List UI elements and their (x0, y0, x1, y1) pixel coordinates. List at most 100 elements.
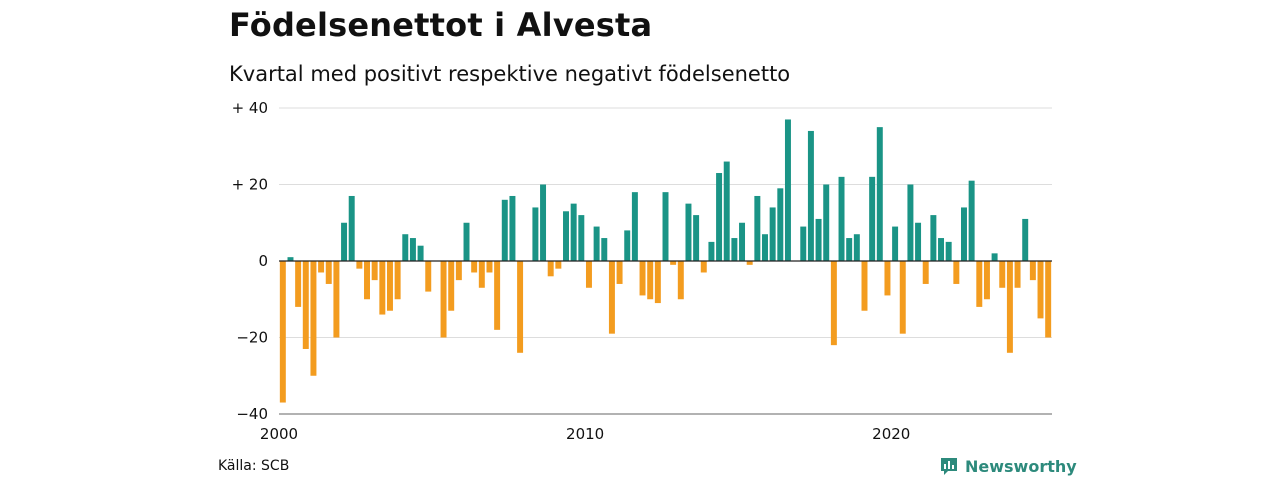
bar (884, 261, 891, 296)
bar (731, 238, 738, 261)
bar (448, 261, 455, 311)
bar (807, 130, 814, 261)
bar (769, 207, 776, 261)
bar (478, 261, 485, 288)
bar (555, 261, 562, 269)
bar (991, 253, 998, 261)
bar (585, 261, 592, 288)
bar (999, 261, 1006, 288)
bar (830, 261, 837, 346)
bar (341, 222, 348, 261)
bar (494, 261, 501, 330)
bar (295, 261, 302, 307)
brand-name: Newsworthy (965, 456, 1077, 476)
bar (463, 222, 470, 261)
bar (915, 222, 922, 261)
bar (1029, 261, 1036, 281)
bar (425, 261, 432, 292)
bar (540, 184, 547, 261)
bar (1022, 218, 1029, 261)
bar (693, 215, 700, 261)
y-tick-label: 0 (258, 252, 268, 270)
bar (723, 161, 730, 261)
x-axis-labels: 2000 2010 2020 (260, 425, 910, 443)
bar (945, 241, 952, 262)
y-tick-label: −40 (236, 405, 268, 423)
bar (547, 261, 554, 277)
bar (976, 261, 983, 307)
chart-subtitle: Kvartal med positivt respektive negativt… (229, 62, 791, 86)
bar (815, 218, 822, 261)
bar (1014, 261, 1021, 288)
bar (662, 192, 669, 261)
bar (647, 261, 654, 300)
bar (861, 261, 868, 311)
bar (287, 257, 294, 261)
y-tick-label: −20 (236, 329, 268, 347)
bar (1045, 261, 1052, 338)
bar (853, 234, 860, 261)
bar (876, 127, 883, 262)
bar (348, 195, 355, 261)
bar (869, 176, 876, 261)
bar (333, 261, 340, 338)
chart-title: Födelsenettot i Alvesta (229, 6, 653, 44)
bar-chart-speech-bubble-icon (941, 458, 957, 475)
bar (371, 261, 378, 281)
bar (455, 261, 462, 281)
bar (356, 261, 363, 269)
x-tick-label: 2000 (260, 425, 298, 443)
bar (608, 261, 615, 334)
bars (279, 119, 1052, 403)
bar (639, 261, 646, 296)
bar (302, 261, 309, 349)
bar (823, 184, 830, 261)
bar (777, 188, 784, 261)
bar (922, 261, 929, 284)
bar (762, 234, 768, 261)
bar (578, 215, 585, 261)
bar (784, 119, 791, 261)
bar (386, 261, 393, 311)
bar (501, 199, 508, 261)
bar (700, 261, 707, 273)
bar (1006, 261, 1013, 353)
bar (930, 215, 937, 261)
bar (1037, 261, 1044, 319)
bar (624, 230, 631, 261)
bar (716, 173, 723, 261)
bar (968, 180, 975, 261)
bar (440, 261, 447, 338)
y-tick-label: + 40 (232, 99, 268, 117)
bar (654, 261, 661, 304)
bar (746, 261, 753, 265)
y-axis-labels: + 40 + 20 0 −20 −40 (232, 99, 268, 423)
bar (563, 211, 569, 261)
bar (402, 234, 409, 261)
bar (409, 238, 416, 261)
bar (685, 203, 692, 262)
bar (800, 226, 807, 261)
bar (325, 261, 332, 284)
bar (601, 238, 608, 261)
bar (364, 261, 370, 300)
bar (838, 176, 845, 261)
bar (310, 261, 317, 376)
source-note: Källa: SCB (218, 458, 290, 474)
bar (517, 261, 524, 353)
bar (892, 226, 899, 261)
y-tick-label: + 20 (232, 176, 268, 194)
bar (953, 261, 960, 284)
bar (570, 203, 577, 262)
x-tick-label: 2020 (872, 425, 910, 443)
bar (677, 261, 684, 300)
bar (631, 192, 638, 261)
bar (899, 261, 906, 334)
bar (379, 261, 386, 315)
bar (739, 222, 746, 261)
bar (846, 238, 853, 261)
bar (279, 261, 286, 403)
bar (983, 261, 990, 300)
bar (394, 261, 401, 300)
